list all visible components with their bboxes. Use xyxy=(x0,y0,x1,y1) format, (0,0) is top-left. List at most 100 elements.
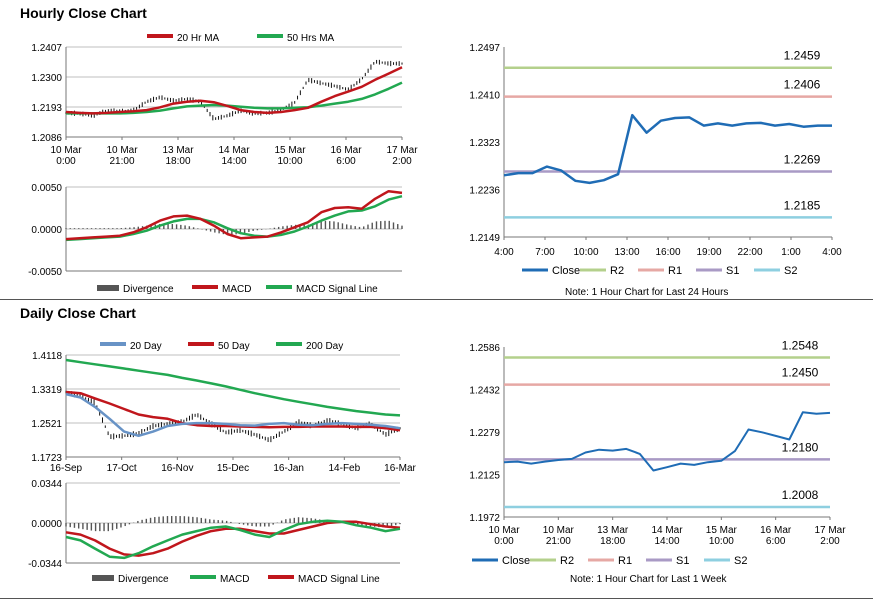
daily-macd-legend-macd-label: MACD xyxy=(220,574,249,585)
daily-week-xtick-label: 16 Mar xyxy=(760,525,792,536)
daily-week-legend-swatch xyxy=(530,558,556,562)
daily-week-legend-swatch xyxy=(588,558,614,562)
daily-week-legend-label: S2 xyxy=(734,555,747,567)
daily-price-xtick-label: 16-Sep xyxy=(50,463,83,474)
hourly-24h-legend-label: Close xyxy=(552,265,580,277)
daily-week-legend-swatch xyxy=(704,558,730,562)
hourly-price-ytick-label: 1.2407 xyxy=(31,43,62,54)
hourly-24h-legend-label: R2 xyxy=(610,265,624,277)
daily-week-ytick-label: 1.2586 xyxy=(469,343,500,354)
hourly-legend-50hr-label: 50 Hrs MA xyxy=(287,33,335,44)
daily-week-level-label: 1.2008 xyxy=(782,488,819,502)
hourly-24h-xtick-label: 10:00 xyxy=(573,247,598,258)
hourly-24h-level-label: 1.2269 xyxy=(784,152,821,166)
hourly-price-xtick-label: 10 Mar xyxy=(106,145,138,156)
hourly-24h-xtick-label: 4:00 xyxy=(494,247,514,258)
daily-macd-legend-signal-label: MACD Signal Line xyxy=(298,574,380,585)
daily-macd-ytick-label: 0.0000 xyxy=(31,519,62,530)
hourly-24h-level-label: 1.2185 xyxy=(784,198,821,212)
daily-macd-legend-divergence-label: Divergence xyxy=(118,574,169,585)
hourly-24h-ytick-label: 1.2236 xyxy=(469,186,500,197)
hourly-macd-legend-macd-swatch xyxy=(192,285,218,289)
hourly-legend-50hr-swatch xyxy=(257,34,283,38)
daily-week-xtick-label: 21:00 xyxy=(546,536,571,547)
hourly-24h-legend-swatch xyxy=(638,268,664,272)
daily-week-legend-swatch xyxy=(646,558,672,562)
daily-50day-line xyxy=(65,390,401,432)
daily-week-xtick-label: 15 Mar xyxy=(706,525,738,536)
hourly-24h-xtick-label: 19:00 xyxy=(696,247,721,258)
hourly-macd-ytick-label: 0.0000 xyxy=(31,225,62,236)
hourly-price-xtick-label: 13 Mar xyxy=(162,145,194,156)
hourly-price-xtick-label: 18:00 xyxy=(165,156,190,167)
hourly-24h-level-label: 1.2406 xyxy=(784,78,821,92)
hourly-price-xtick-label: 17 Mar xyxy=(386,145,418,156)
hourly-legend-20hr-swatch xyxy=(147,34,173,38)
hourly-macd-ytick-label: 0.0050 xyxy=(31,183,62,194)
daily-week-xtick-label: 6:00 xyxy=(766,536,786,547)
hourly-price-ytick-label: 1.2300 xyxy=(31,73,62,84)
hourly-24h-legend-swatch xyxy=(754,268,780,272)
daily-section-title: Daily Close Chart xyxy=(20,305,136,321)
daily-week-legend-label: S1 xyxy=(676,555,689,567)
hourly-24h-level-label: 1.2459 xyxy=(784,49,821,63)
daily-week-xtick-label: 14:00 xyxy=(654,536,679,547)
daily-week-xtick-label: 10 Mar xyxy=(488,525,520,536)
hourly-24h-ytick-label: 1.2410 xyxy=(469,91,500,102)
daily-price-ytick-label: 1.1723 xyxy=(31,453,62,464)
hourly-macd-legend-divergence-swatch xyxy=(97,285,119,291)
daily-week-note: Note: 1 Hour Chart for Last 1 Week xyxy=(570,574,727,585)
daily-macd-legend-divergence-swatch xyxy=(92,575,114,581)
hourly-24h-xtick-label: 13:00 xyxy=(614,247,639,258)
daily-week-xtick-label: 18:00 xyxy=(600,536,625,547)
daily-price-xtick-label: 17-Oct xyxy=(107,463,137,474)
hourly-24h-xtick-label: 22:00 xyxy=(737,247,762,258)
daily-week-legend-label: R2 xyxy=(560,555,574,567)
hourly-24h-legend-swatch xyxy=(580,268,606,272)
daily-week-legend-label: R1 xyxy=(618,555,632,567)
hourly-price-ytick-label: 1.2086 xyxy=(31,133,62,144)
section-divider xyxy=(0,299,873,300)
daily-week-xtick-label: 10 Mar xyxy=(543,525,575,536)
hourly-price-xtick-label: 21:00 xyxy=(109,156,134,167)
hourly-24h-ytick-label: 1.2323 xyxy=(469,138,500,149)
daily-week-level-label: 1.2548 xyxy=(782,339,819,353)
hourly-macd-legend-signal-swatch xyxy=(266,285,292,289)
daily-week-xtick-label: 0:00 xyxy=(494,536,514,547)
hourly-24h-xtick-label: 1:00 xyxy=(781,247,801,258)
hourly-24h-legend-swatch xyxy=(522,268,548,272)
daily-20day-line xyxy=(65,392,401,438)
hourly-24h-xtick-label: 7:00 xyxy=(535,247,555,258)
daily-legend-20day-label: 20 Day xyxy=(130,341,162,352)
daily-week-ytick-label: 1.2279 xyxy=(469,428,500,439)
daily-200day-line xyxy=(65,358,401,417)
daily-price-xtick-label: 14-Feb xyxy=(328,463,360,474)
hourly-24h-legend-swatch xyxy=(696,268,722,272)
daily-week-close-line xyxy=(503,411,831,472)
hourly-24h-xtick-label: 4:00 xyxy=(822,247,842,258)
hourly-price-xtick-label: 16 Mar xyxy=(330,145,362,156)
daily-week-xtick-label: 2:00 xyxy=(820,536,840,547)
hourly-price-xtick-label: 10 Mar xyxy=(50,145,82,156)
daily-week-ytick-label: 1.1972 xyxy=(469,513,500,524)
hourly-50hr-ma-line xyxy=(66,81,403,115)
daily-week-level-label: 1.2450 xyxy=(782,366,819,380)
hourly-price-xtick-label: 14:00 xyxy=(221,156,246,167)
daily-price-xtick-label: 16-Nov xyxy=(161,463,193,474)
hourly-24h-close-line xyxy=(503,113,832,185)
daily-price-ytick-label: 1.2521 xyxy=(31,419,62,430)
daily-week-legend-swatch xyxy=(472,558,498,562)
hourly-24h-legend-label: R1 xyxy=(668,265,682,277)
bottom-divider xyxy=(0,598,873,599)
hourly-price-xtick-label: 0:00 xyxy=(56,156,76,167)
daily-price-xtick-label: 15-Dec xyxy=(217,463,249,474)
hourly-macd-legend-macd-label: MACD xyxy=(222,284,251,295)
hourly-section-title: Hourly Close Chart xyxy=(20,5,147,21)
daily-legend-200day-label: 200 Day xyxy=(306,341,343,352)
daily-week-xtick-label: 14 Mar xyxy=(651,525,683,536)
daily-macd-legend-signal-swatch xyxy=(268,575,294,579)
daily-week-xtick-label: 13 Mar xyxy=(597,525,629,536)
hourly-24h-xtick-label: 16:00 xyxy=(655,247,680,258)
daily-legend-200day-swatch xyxy=(276,342,302,346)
